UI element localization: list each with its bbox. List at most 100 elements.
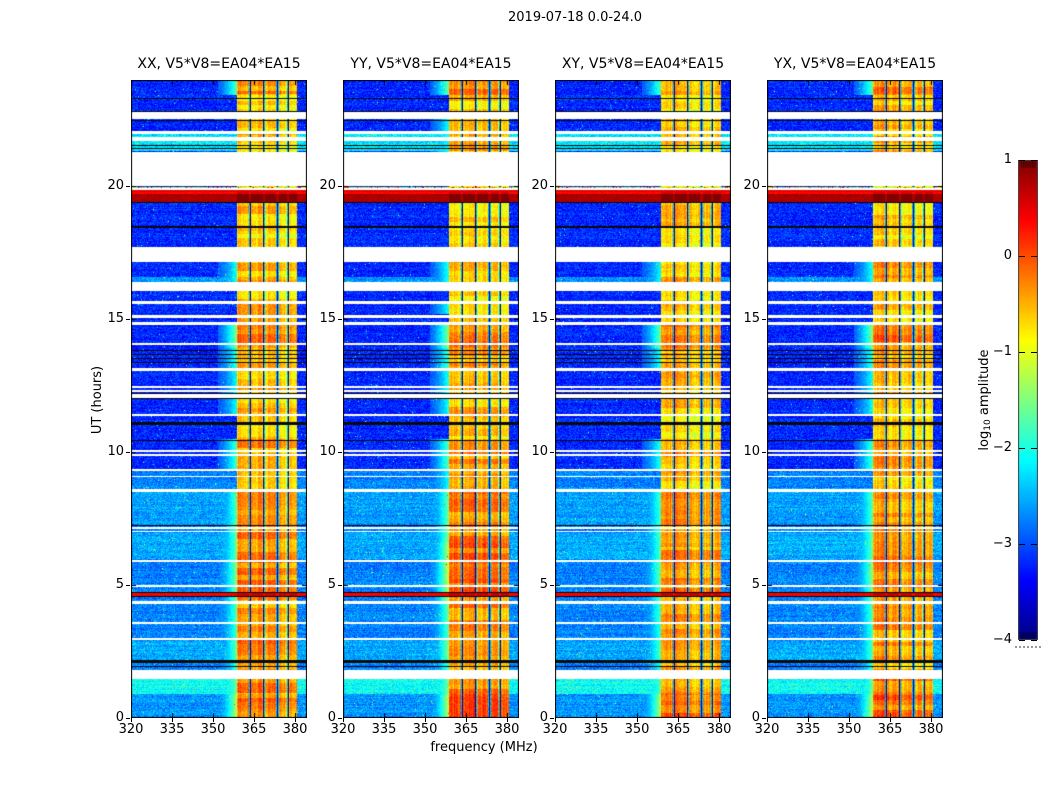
y-tick xyxy=(338,319,342,320)
y-tick xyxy=(550,718,554,719)
x-tick xyxy=(131,718,132,722)
y-axis-tick-label: 5 xyxy=(539,577,548,592)
y-tick xyxy=(550,319,554,320)
y-axis-tick-label: 10 xyxy=(743,444,760,459)
y-axis-tick-label: 5 xyxy=(115,577,124,592)
y-axis-tick-label: 15 xyxy=(743,311,760,326)
y-tick xyxy=(762,585,766,586)
x-tick xyxy=(343,718,344,722)
spectrogram-canvas-xx xyxy=(131,80,307,718)
y-tick xyxy=(762,452,766,453)
x-axis-tick-label: 365 xyxy=(241,722,267,737)
y-tick xyxy=(762,718,766,719)
y-axis-tick-label: 0 xyxy=(115,710,124,725)
y-axis-tick-label: 0 xyxy=(539,710,548,725)
y-axis-tick-label: 15 xyxy=(107,311,124,326)
y-tick xyxy=(126,585,130,586)
x-tick xyxy=(719,718,720,722)
colorbar-tick xyxy=(1019,544,1025,545)
y-axis-tick-label: 20 xyxy=(107,178,124,193)
colorbar-tick xyxy=(1031,544,1037,545)
colorbar-canvas xyxy=(1018,160,1038,640)
colorbar-tick xyxy=(1019,352,1025,353)
x-tick xyxy=(808,718,809,722)
spectrogram-canvas-yx xyxy=(767,80,943,718)
y-tick xyxy=(762,319,766,320)
spectrogram-canvas-xy xyxy=(555,80,731,718)
x-axis-tick-label: 365 xyxy=(665,722,691,737)
x-tick xyxy=(596,718,597,722)
x-axis-tick-label: 380 xyxy=(918,722,944,737)
x-tick xyxy=(425,718,426,722)
y-tick xyxy=(550,452,554,453)
colorbar-tick xyxy=(1019,160,1025,161)
y-tick xyxy=(338,585,342,586)
y-axis-tick-label: 5 xyxy=(327,577,336,592)
colorbar-tick xyxy=(1031,448,1037,449)
colorbar-tick-label: −3 xyxy=(992,536,1012,551)
colorbar-tick xyxy=(1019,256,1025,257)
x-axis-tick-label: 380 xyxy=(494,722,520,737)
y-tick xyxy=(126,186,130,187)
y-tick xyxy=(126,319,130,320)
y-axis-tick-label: 10 xyxy=(319,444,336,459)
colorbar-label: log10 amplitude xyxy=(977,330,993,470)
colorbar-tick xyxy=(1019,448,1025,449)
x-axis-tick-label: 335 xyxy=(159,722,185,737)
x-tick xyxy=(555,718,556,722)
colorbar-tick xyxy=(1031,160,1037,161)
y-tick xyxy=(338,186,342,187)
x-axis-tick-label: 350 xyxy=(412,722,438,737)
colorbar-tick-label: 1 xyxy=(1003,152,1012,167)
x-axis-tick-label: 380 xyxy=(706,722,732,737)
x-axis-tick-label: 335 xyxy=(795,722,821,737)
x-tick xyxy=(384,718,385,722)
panel-title-yy: YY, V5*V8=EA04*EA15 xyxy=(350,56,512,72)
x-tick xyxy=(172,718,173,722)
panel-title-xy: XY, V5*V8=EA04*EA15 xyxy=(561,56,725,72)
y-tick xyxy=(126,718,130,719)
spectrogram-canvas-yy xyxy=(343,80,519,718)
x-tick xyxy=(637,718,638,722)
colorbar-tick-label: −1 xyxy=(992,344,1012,359)
colorbar-tick-label: −4 xyxy=(992,632,1012,647)
y-tick xyxy=(550,186,554,187)
x-axis-tick-label: 350 xyxy=(836,722,862,737)
x-tick xyxy=(507,718,508,722)
colorbar-extend-dots xyxy=(1015,646,1041,648)
x-axis-tick-label: 335 xyxy=(583,722,609,737)
x-tick xyxy=(849,718,850,722)
x-axis-tick-label: 350 xyxy=(200,722,226,737)
y-tick xyxy=(550,585,554,586)
colorbar-label-prefix: log xyxy=(977,430,992,451)
y-axis-tick-label: 0 xyxy=(327,710,336,725)
colorbar-tick xyxy=(1031,640,1037,641)
x-tick xyxy=(890,718,891,722)
x-axis-label: frequency (MHz) xyxy=(430,740,538,755)
y-axis-tick-label: 20 xyxy=(319,178,336,193)
x-axis-tick-label: 320 xyxy=(118,722,144,737)
colorbar-tick-label: −2 xyxy=(992,440,1012,455)
x-axis-tick-label: 320 xyxy=(542,722,568,737)
y-tick xyxy=(126,452,130,453)
colorbar-label-subscript: 10 xyxy=(983,419,993,431)
y-axis-tick-label: 10 xyxy=(531,444,548,459)
x-tick xyxy=(213,718,214,722)
y-axis-tick-label: 20 xyxy=(531,178,548,193)
x-axis-tick-label: 350 xyxy=(624,722,650,737)
y-axis-tick-label: 0 xyxy=(751,710,760,725)
x-axis-tick-label: 365 xyxy=(453,722,479,737)
x-tick xyxy=(295,718,296,722)
y-tick xyxy=(338,718,342,719)
colorbar-tick xyxy=(1031,256,1037,257)
y-axis-tick-label: 15 xyxy=(531,311,548,326)
x-axis-tick-label: 320 xyxy=(330,722,356,737)
x-tick xyxy=(254,718,255,722)
x-tick xyxy=(767,718,768,722)
colorbar-tick xyxy=(1019,640,1025,641)
panel-title-yx: YX, V5*V8=EA04*EA15 xyxy=(773,56,937,72)
figure-title: 2019-07-18 0.0-24.0 xyxy=(508,10,642,25)
y-tick xyxy=(338,452,342,453)
y-axis-tick-label: 5 xyxy=(751,577,760,592)
